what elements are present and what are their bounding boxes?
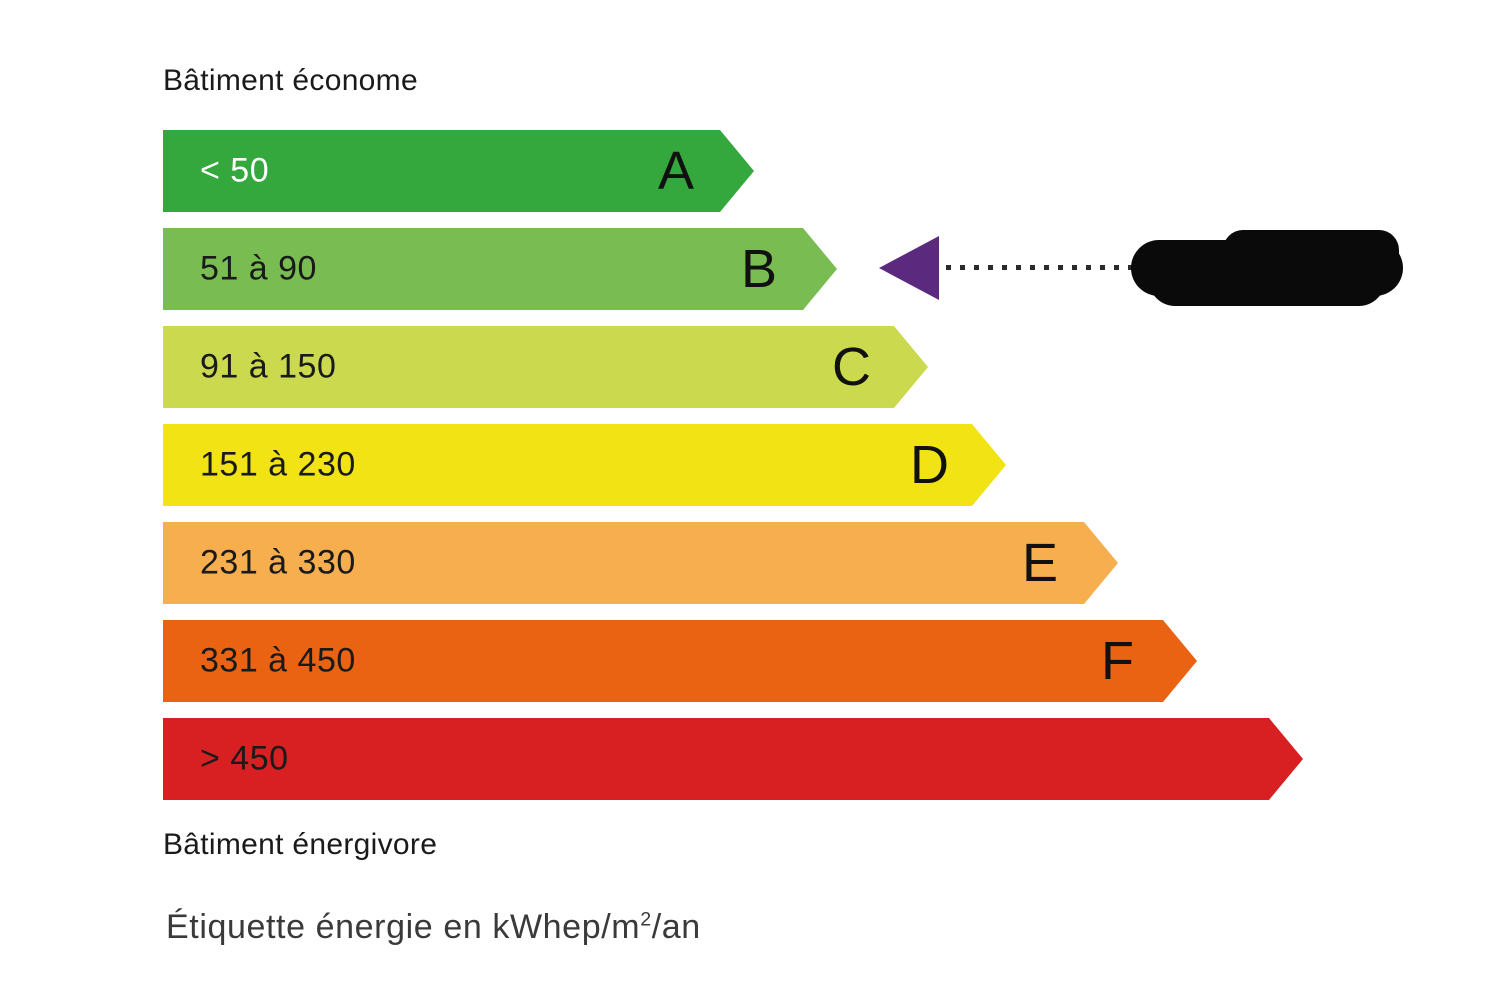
caption-energy-unit: Étiquette énergie en kWhep/m2/an: [166, 908, 701, 947]
band-arrow-shape: [163, 424, 1006, 506]
energy-band-c[interactable]: 91 à 150 C: [163, 326, 928, 408]
band-arrow-shape: [163, 620, 1197, 702]
energy-band-e[interactable]: 231 à 330 E: [163, 522, 1118, 604]
band-arrow-shape: [163, 718, 1303, 800]
band-arrow-shape: [163, 326, 928, 408]
caption-energy-hungry-building: Bâtiment énergivore: [163, 828, 438, 861]
energy-band-d[interactable]: 151 à 230 D: [163, 424, 1006, 506]
band-arrow-shape: [163, 130, 754, 212]
caption-economical-building: Bâtiment économe: [163, 64, 418, 97]
energy-band-b[interactable]: 51 à 90 B: [163, 228, 837, 310]
band-arrow-shape: [163, 228, 837, 310]
energy-band-f[interactable]: 331 à 450 F: [163, 620, 1197, 702]
band-arrow-shape: [163, 522, 1118, 604]
energy-band-a[interactable]: < 50 A: [163, 130, 754, 212]
unit-superscript: 2: [640, 908, 652, 931]
unit-suffix-text: /an: [651, 908, 701, 946]
energy-band-g[interactable]: > 450: [163, 718, 1303, 800]
unit-prefix-text: Étiquette énergie en kWhep/m: [166, 908, 641, 946]
